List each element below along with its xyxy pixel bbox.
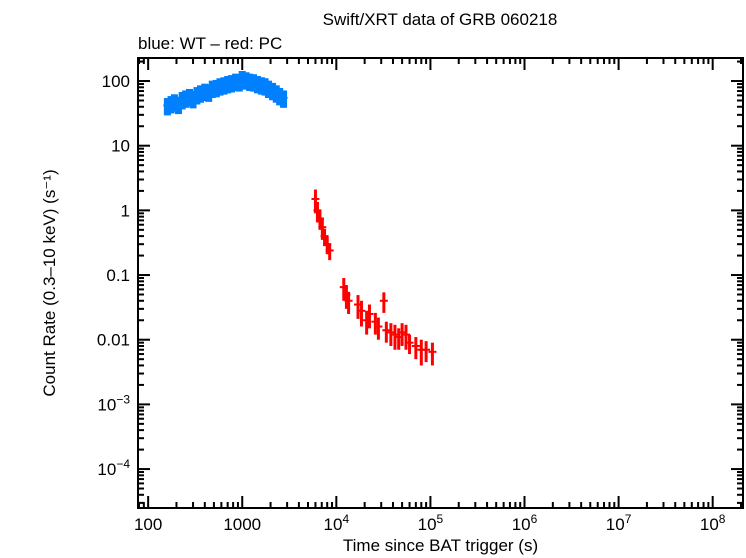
data-point-wt bbox=[205, 84, 213, 102]
data-point-pc bbox=[384, 321, 388, 343]
data-point-wt bbox=[196, 85, 204, 103]
data-point-pc bbox=[323, 228, 327, 247]
data-point-wt bbox=[174, 96, 182, 115]
data-point-pc bbox=[365, 310, 369, 335]
y-tick-label: 100 bbox=[102, 72, 130, 91]
y-tick-label: 0.1 bbox=[106, 266, 130, 285]
data-point-wt bbox=[253, 75, 261, 94]
data-point-wt bbox=[228, 75, 236, 93]
plot-frame bbox=[137, 57, 744, 509]
data-point-pc bbox=[315, 201, 319, 223]
data-point-pc bbox=[408, 334, 412, 355]
data-point-pc bbox=[373, 312, 377, 335]
data-point-wt bbox=[264, 80, 272, 99]
data-point-wt bbox=[189, 90, 197, 109]
data-point-wt bbox=[220, 77, 228, 95]
data-point-pc bbox=[424, 341, 428, 363]
data-point-pc bbox=[430, 342, 434, 366]
data-point-pc bbox=[325, 236, 329, 255]
data-point-pc bbox=[318, 210, 322, 230]
data-point-wt bbox=[280, 90, 288, 108]
data-point-pc bbox=[328, 243, 332, 261]
data-point-pc bbox=[404, 324, 408, 350]
x-tick-label: 105 bbox=[418, 512, 444, 534]
y-tick-label: 10 bbox=[111, 137, 130, 156]
data-point-pc bbox=[367, 304, 371, 329]
data-point-pc bbox=[342, 278, 346, 301]
y-tick-label: 0.01 bbox=[97, 331, 130, 350]
x-tick-label: 107 bbox=[606, 512, 632, 534]
data-point-wt bbox=[216, 78, 224, 96]
chart-title: Swift/XRT data of GRB 060218 bbox=[322, 10, 558, 29]
data-point-wt bbox=[163, 98, 171, 116]
data-point-pc bbox=[382, 292, 386, 313]
data-point-pc bbox=[389, 323, 393, 346]
x-tick-label: 104 bbox=[324, 512, 350, 534]
data-point-pc bbox=[376, 317, 380, 340]
data-point-pc bbox=[414, 337, 418, 360]
data-point-wt bbox=[269, 82, 277, 101]
x-tick-label: 106 bbox=[512, 512, 538, 534]
data-point-pc bbox=[344, 285, 348, 309]
y-tick-label: 1 bbox=[121, 201, 130, 220]
x-tick-label: 108 bbox=[700, 512, 726, 534]
y-tick-label: 10−3 bbox=[97, 392, 130, 414]
data-point-wt bbox=[276, 88, 284, 106]
x-tick-label: 100 bbox=[134, 515, 162, 534]
x-tick-label: 1000 bbox=[223, 515, 261, 534]
y-tick-label: 10−4 bbox=[97, 457, 130, 479]
data-point-pc bbox=[359, 300, 363, 327]
data-point-wt bbox=[212, 79, 220, 98]
data-point-wt bbox=[182, 90, 190, 108]
data-point-pc bbox=[419, 339, 423, 366]
data-point-pc bbox=[347, 291, 351, 314]
data-point-pc bbox=[320, 218, 324, 240]
data-point-wt bbox=[193, 87, 201, 105]
data-point-wt bbox=[208, 80, 216, 99]
data-point-pc bbox=[397, 328, 401, 350]
data-point-pc bbox=[356, 295, 360, 319]
data-point-wt bbox=[224, 75, 232, 94]
data-point-pc bbox=[313, 189, 317, 214]
chart-subtitle: blue: WT – red: PC bbox=[138, 34, 283, 53]
x-axis-label: Time since BAT trigger (s) bbox=[342, 536, 539, 555]
data-point-wt bbox=[170, 94, 178, 112]
